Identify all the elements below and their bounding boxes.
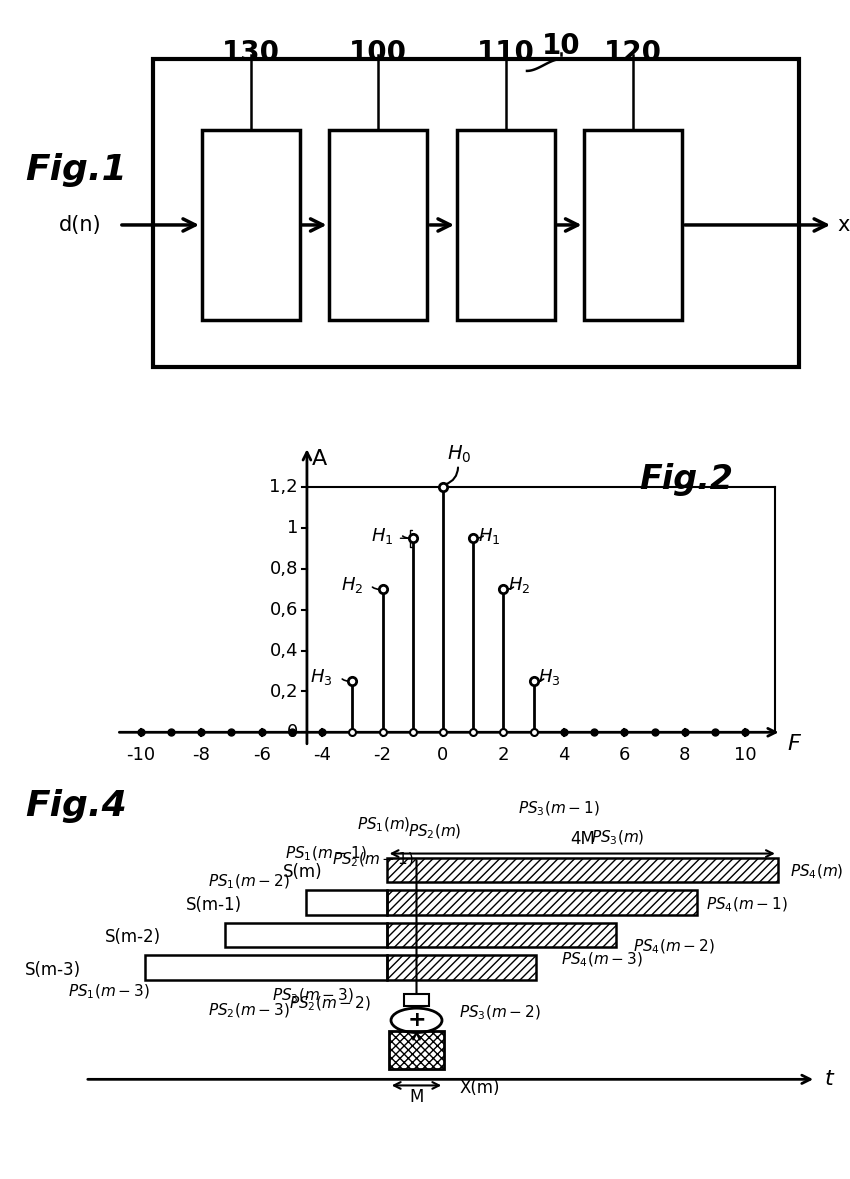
Text: $PS_4(m-3)$: $PS_4(m-3)$ (561, 950, 643, 969)
Text: 120: 120 (604, 39, 662, 67)
Bar (404, 994, 429, 1006)
Text: $H_0$: $H_0$ (447, 443, 472, 465)
Text: $PS_3(m)$: $PS_3(m)$ (591, 828, 644, 847)
Text: F: F (787, 735, 800, 755)
Text: $PS_1(m)$: $PS_1(m)$ (357, 816, 411, 835)
Bar (387, 890, 697, 915)
Text: A: A (311, 448, 326, 468)
Text: 6: 6 (619, 745, 630, 764)
Text: $PS_2(m-2)$: $PS_2(m-2)$ (289, 995, 371, 1013)
Text: 0: 0 (437, 745, 449, 764)
Text: -8: -8 (192, 745, 210, 764)
Text: 0,8: 0,8 (269, 560, 297, 578)
Text: $H_1$: $H_1$ (371, 526, 393, 546)
Text: $PS_2(m-1)$: $PS_2(m-1)$ (332, 850, 413, 869)
Text: S(m): S(m) (283, 863, 323, 881)
Text: M: M (410, 1087, 423, 1106)
Text: 0,2: 0,2 (269, 683, 297, 700)
Text: x(n): x(n) (837, 215, 850, 235)
Bar (387, 955, 536, 980)
Bar (584, 131, 682, 320)
Text: $PS_3(m-2)$: $PS_3(m-2)$ (459, 1003, 541, 1021)
Text: -10: -10 (126, 745, 156, 764)
Text: 4M: 4M (570, 830, 595, 848)
Text: $H_2$: $H_2$ (341, 575, 363, 595)
Text: 0,4: 0,4 (269, 641, 297, 659)
Text: S(m-2): S(m-2) (105, 928, 162, 946)
Bar (225, 923, 387, 947)
Bar (202, 131, 299, 320)
Text: 1,2: 1,2 (269, 479, 297, 496)
Text: d(n): d(n) (60, 215, 102, 235)
Text: $PS_1(m-1)$: $PS_1(m-1)$ (285, 844, 366, 863)
Text: $PS_4(m)$: $PS_4(m)$ (790, 863, 844, 881)
Bar (306, 890, 387, 915)
Bar (144, 955, 387, 980)
Text: 110: 110 (477, 39, 535, 67)
Bar (153, 59, 799, 368)
Text: $PS_2(m-3)$: $PS_2(m-3)$ (208, 1001, 290, 1020)
Text: -2: -2 (373, 745, 392, 764)
Text: Fig.1: Fig.1 (26, 153, 128, 186)
Text: $H_3$: $H_3$ (538, 667, 561, 687)
Text: 0: 0 (286, 724, 298, 742)
Text: $H_2$: $H_2$ (508, 575, 530, 595)
Text: $PS_3(m-3)$: $PS_3(m-3)$ (272, 987, 354, 1006)
Text: X(m): X(m) (459, 1079, 500, 1098)
Text: 1: 1 (286, 519, 298, 538)
Text: $PS_2(m)$: $PS_2(m)$ (408, 822, 462, 841)
Text: 10: 10 (541, 32, 581, 59)
Text: Fig.2: Fig.2 (639, 463, 734, 496)
Text: 100: 100 (349, 39, 407, 67)
Text: 130: 130 (222, 39, 280, 67)
Text: $H_1$: $H_1$ (478, 526, 500, 546)
Bar (387, 857, 778, 882)
Text: -6: -6 (252, 745, 270, 764)
Text: S(m-1): S(m-1) (186, 895, 242, 914)
Text: -4: -4 (313, 745, 331, 764)
Text: 8: 8 (679, 745, 690, 764)
Text: $PS_1(m-3)$: $PS_1(m-3)$ (68, 982, 150, 1001)
Text: $PS_4(m-2)$: $PS_4(m-2)$ (633, 938, 715, 956)
Bar (388, 1030, 444, 1069)
Text: S(m-3): S(m-3) (25, 961, 81, 979)
Text: 2: 2 (497, 745, 509, 764)
Bar (457, 131, 554, 320)
Text: $H_3$: $H_3$ (310, 667, 332, 687)
Bar (329, 131, 428, 320)
Text: 4: 4 (558, 745, 570, 764)
Text: $PS_4(m-1)$: $PS_4(m-1)$ (706, 895, 787, 914)
Text: $PS_1(m-2)$: $PS_1(m-2)$ (208, 872, 290, 891)
Text: t: t (824, 1069, 833, 1089)
Text: $PS_3(m-1)$: $PS_3(m-1)$ (518, 799, 600, 818)
Text: 0,6: 0,6 (269, 601, 297, 619)
Text: Fig.4: Fig.4 (26, 789, 128, 823)
Text: +: + (407, 1010, 426, 1030)
Bar (387, 923, 616, 947)
Text: 10: 10 (734, 745, 756, 764)
